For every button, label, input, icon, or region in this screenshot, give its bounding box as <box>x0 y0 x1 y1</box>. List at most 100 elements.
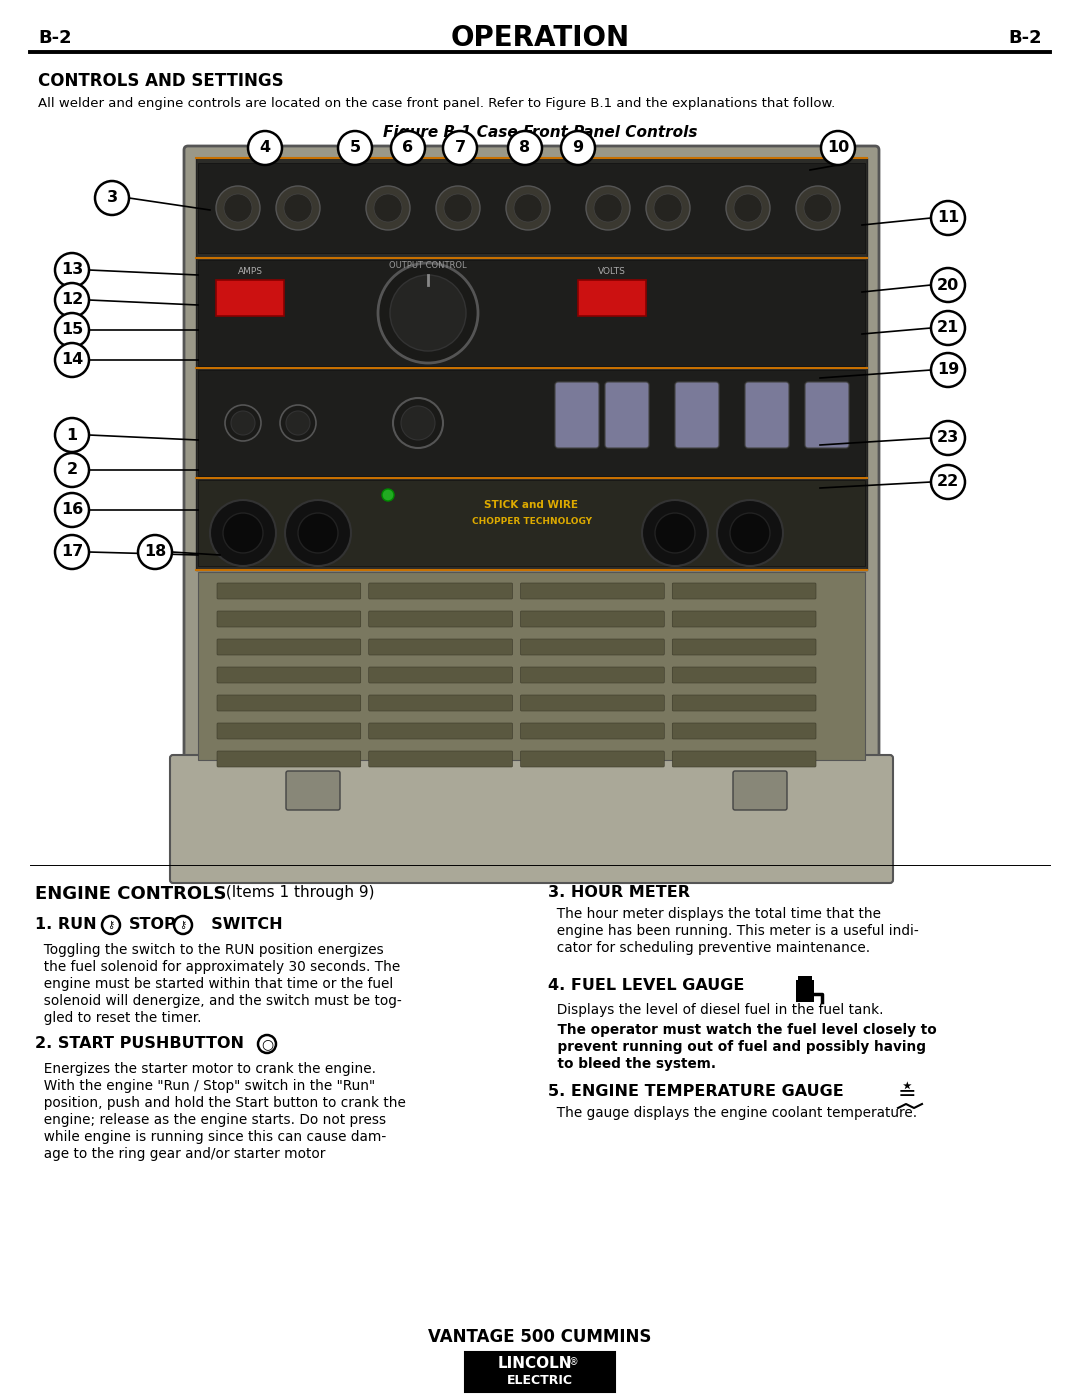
Text: position, push and hold the Start button to crank the: position, push and hold the Start button… <box>35 1097 406 1111</box>
Text: 23: 23 <box>936 430 959 446</box>
Bar <box>216 279 284 316</box>
FancyBboxPatch shape <box>286 771 340 810</box>
Text: OPERATION: OPERATION <box>450 24 630 52</box>
Text: 18: 18 <box>144 545 166 560</box>
Text: 21: 21 <box>936 320 959 335</box>
Circle shape <box>796 186 840 231</box>
FancyBboxPatch shape <box>217 638 361 655</box>
Text: CHOPPER TECHNOLOGY: CHOPPER TECHNOLOGY <box>472 517 592 527</box>
Text: 7: 7 <box>455 141 465 155</box>
Text: 1: 1 <box>67 427 78 443</box>
FancyBboxPatch shape <box>672 583 816 599</box>
Circle shape <box>174 916 192 935</box>
Circle shape <box>284 194 312 222</box>
FancyBboxPatch shape <box>521 610 664 627</box>
Circle shape <box>210 500 276 566</box>
Circle shape <box>730 513 770 553</box>
FancyBboxPatch shape <box>555 381 599 448</box>
Text: prevent running out of fuel and possibly having: prevent running out of fuel and possibly… <box>548 1039 926 1053</box>
Circle shape <box>95 182 129 215</box>
Circle shape <box>391 131 426 165</box>
Text: STOP: STOP <box>129 916 177 932</box>
Text: Displays the level of diesel fuel in the fuel tank.: Displays the level of diesel fuel in the… <box>548 1003 883 1017</box>
Circle shape <box>401 407 435 440</box>
Text: solenoid will denergize, and the switch must be tog-: solenoid will denergize, and the switch … <box>35 995 402 1009</box>
FancyBboxPatch shape <box>217 752 361 767</box>
FancyBboxPatch shape <box>672 694 816 711</box>
Circle shape <box>102 916 120 935</box>
Circle shape <box>508 131 542 165</box>
Text: cator for scheduling preventive maintenance.: cator for scheduling preventive maintena… <box>548 942 870 956</box>
Circle shape <box>443 131 477 165</box>
Text: 17: 17 <box>60 545 83 560</box>
Text: 9: 9 <box>572 141 583 155</box>
Text: ⚷: ⚷ <box>179 921 187 930</box>
Circle shape <box>366 186 410 231</box>
Text: 5. ENGINE TEMPERATURE GAUGE: 5. ENGINE TEMPERATURE GAUGE <box>548 1084 843 1099</box>
Text: Energizes the starter motor to crank the engine.: Energizes the starter motor to crank the… <box>35 1062 376 1076</box>
FancyBboxPatch shape <box>672 638 816 655</box>
Text: (Items 1 through 9): (Items 1 through 9) <box>221 886 375 900</box>
Circle shape <box>276 186 320 231</box>
Text: 2. START PUSHBUTTON: 2. START PUSHBUTTON <box>35 1037 244 1051</box>
Circle shape <box>55 453 89 488</box>
Circle shape <box>138 535 172 569</box>
FancyBboxPatch shape <box>217 610 361 627</box>
Text: age to the ring gear and/or starter motor: age to the ring gear and/or starter moto… <box>35 1147 325 1161</box>
Bar <box>195 158 867 570</box>
Circle shape <box>804 194 832 222</box>
Text: SWITCH: SWITCH <box>200 916 283 932</box>
Text: 13: 13 <box>60 263 83 278</box>
Text: With the engine "Run / Stop" switch in the "Run": With the engine "Run / Stop" switch in t… <box>35 1078 375 1092</box>
Text: while engine is running since this can cause dam-: while engine is running since this can c… <box>35 1130 387 1144</box>
FancyBboxPatch shape <box>521 666 664 683</box>
FancyBboxPatch shape <box>368 610 513 627</box>
Text: 3. HOUR METER: 3. HOUR METER <box>548 886 690 900</box>
Circle shape <box>734 194 762 222</box>
FancyBboxPatch shape <box>521 724 664 739</box>
Circle shape <box>717 500 783 566</box>
Text: B-2: B-2 <box>38 29 71 47</box>
Text: 4: 4 <box>259 141 271 155</box>
Text: engine has been running. This meter is a useful indi-: engine has been running. This meter is a… <box>548 923 919 937</box>
FancyBboxPatch shape <box>805 381 849 448</box>
Bar <box>796 981 814 1002</box>
Text: the fuel solenoid for approximately 30 seconds. The: the fuel solenoid for approximately 30 s… <box>35 960 401 974</box>
FancyBboxPatch shape <box>368 638 513 655</box>
FancyBboxPatch shape <box>733 771 787 810</box>
Text: 22: 22 <box>936 475 959 489</box>
Circle shape <box>646 186 690 231</box>
Text: VANTAGE 500 CUMMINS: VANTAGE 500 CUMMINS <box>429 1329 651 1345</box>
Text: 19: 19 <box>936 362 959 377</box>
Circle shape <box>654 194 681 222</box>
Text: 3: 3 <box>107 190 118 205</box>
Circle shape <box>514 194 542 222</box>
FancyBboxPatch shape <box>605 381 649 448</box>
Circle shape <box>821 131 855 165</box>
Circle shape <box>931 268 966 302</box>
Circle shape <box>931 420 966 455</box>
Text: All welder and engine controls are located on the case front panel. Refer to Fig: All welder and engine controls are locat… <box>38 96 835 110</box>
Circle shape <box>55 535 89 569</box>
Circle shape <box>382 489 394 502</box>
Bar <box>198 370 865 476</box>
FancyBboxPatch shape <box>184 147 879 844</box>
Text: 11: 11 <box>936 211 959 225</box>
Bar <box>465 1352 615 1391</box>
Circle shape <box>224 194 252 222</box>
Circle shape <box>338 131 372 165</box>
Circle shape <box>55 344 89 377</box>
FancyBboxPatch shape <box>217 666 361 683</box>
Circle shape <box>390 275 465 351</box>
Text: 20: 20 <box>936 278 959 292</box>
Text: 15: 15 <box>60 323 83 338</box>
Circle shape <box>374 194 402 222</box>
Text: 5: 5 <box>350 141 361 155</box>
FancyBboxPatch shape <box>675 381 719 448</box>
Text: 14: 14 <box>60 352 83 367</box>
Text: B-2: B-2 <box>1009 29 1042 47</box>
Circle shape <box>436 186 480 231</box>
Text: engine must be started within that time or the fuel: engine must be started within that time … <box>35 977 393 990</box>
FancyBboxPatch shape <box>217 694 361 711</box>
Circle shape <box>378 263 478 363</box>
